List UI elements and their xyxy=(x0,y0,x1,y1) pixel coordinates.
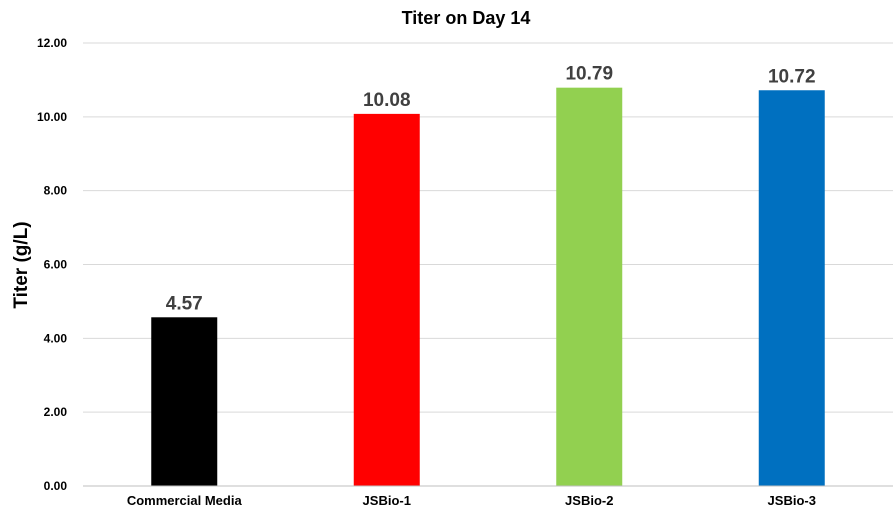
y-axis-ticks: 0.00 2.00 4.00 6.00 8.00 10.00 12.00 xyxy=(37,36,67,493)
y-tick-label: 4.00 xyxy=(44,331,68,345)
y-tick-label: 12.00 xyxy=(37,36,67,50)
x-tick-label: JSBio-3 xyxy=(768,493,816,508)
chart-title: Titer on Day 14 xyxy=(402,8,531,28)
data-label: 10.79 xyxy=(565,64,613,85)
y-tick-label: 0.00 xyxy=(44,479,68,493)
bar-3 xyxy=(556,87,623,487)
data-label: 10.08 xyxy=(363,90,411,111)
x-axis-ticks: Commercial Media JSBio-1 JSBio-2 JSBio-3 xyxy=(127,493,816,508)
bars xyxy=(151,87,825,487)
bar-2 xyxy=(353,113,420,486)
x-tick-label: JSBio-1 xyxy=(363,493,411,508)
x-tick-label: JSBio-2 xyxy=(565,493,613,508)
x-tick-label: Commercial Media xyxy=(127,493,243,508)
data-label: 10.72 xyxy=(768,66,816,87)
y-tick-label: 2.00 xyxy=(44,405,68,419)
data-label: 4.57 xyxy=(166,293,203,314)
data-labels: 4.57 10.08 10.79 10.72 xyxy=(166,64,816,315)
y-axis-label: Titer (g/L) xyxy=(11,221,32,308)
gridlines xyxy=(83,42,893,413)
y-tick-label: 8.00 xyxy=(44,184,68,198)
y-tick-label: 6.00 xyxy=(44,258,68,272)
y-tick-label: 10.00 xyxy=(37,110,67,124)
bar-1 xyxy=(151,317,218,486)
bar-4 xyxy=(758,90,825,487)
